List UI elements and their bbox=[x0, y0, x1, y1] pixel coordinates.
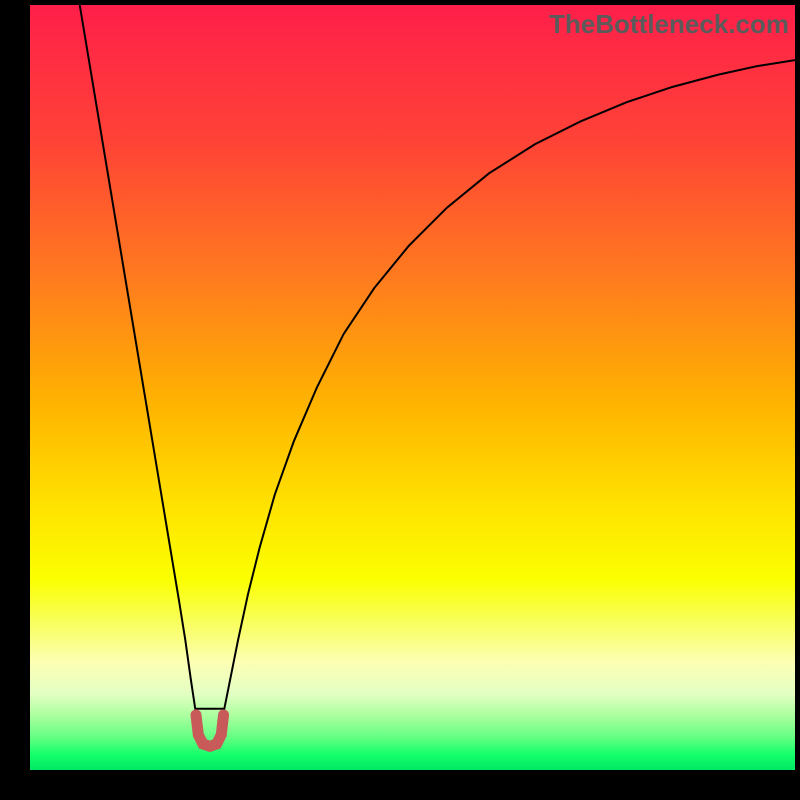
chart-curves-svg bbox=[30, 5, 795, 770]
watermark-text: TheBottleneck.com bbox=[549, 9, 789, 40]
bottleneck-curve bbox=[80, 5, 795, 709]
chart-plot-area: TheBottleneck.com bbox=[30, 5, 795, 770]
curve-minimum-marker bbox=[196, 715, 224, 746]
